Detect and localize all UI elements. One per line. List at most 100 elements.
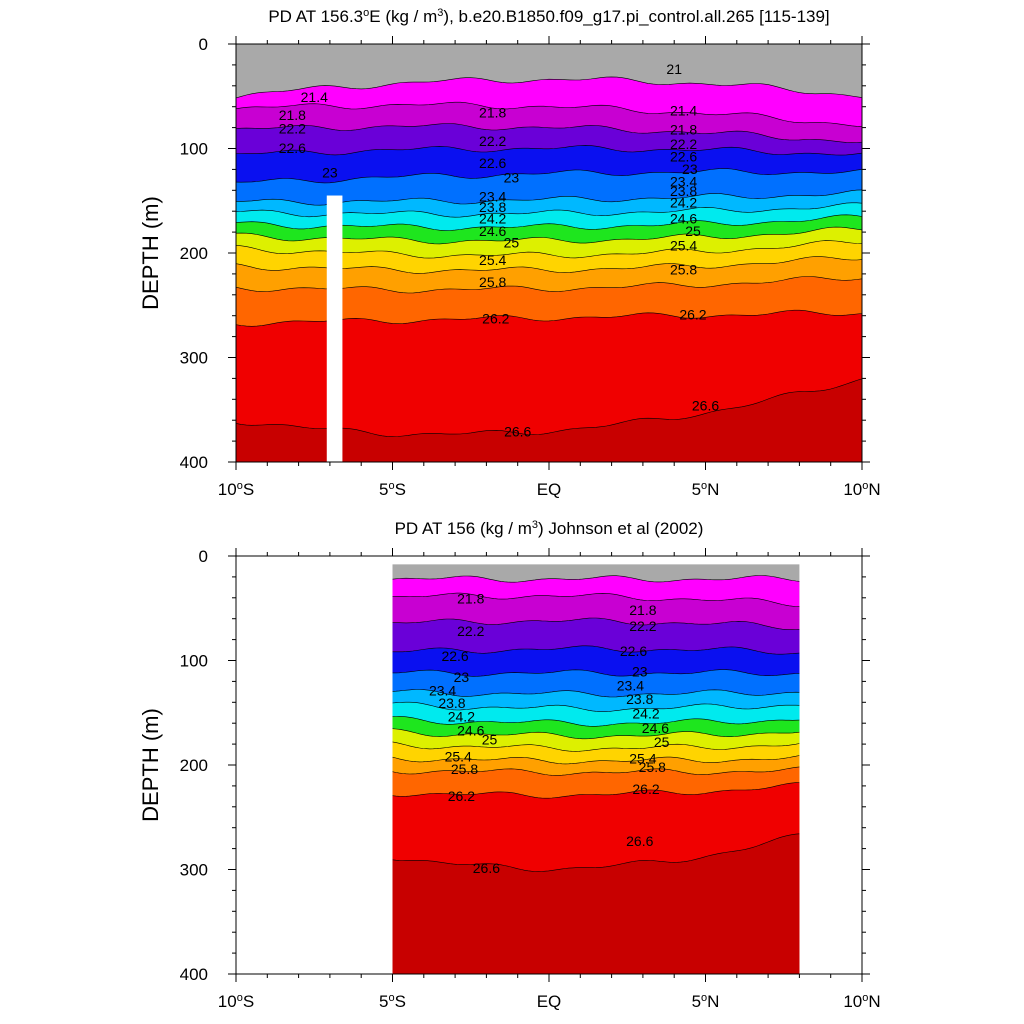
y-axis-label: DEPTH (m): [138, 708, 163, 822]
contour-label: 22.2: [670, 136, 697, 152]
y-tick-label: 100: [180, 652, 208, 671]
contour-label: 23: [682, 161, 698, 177]
density-field: 21.822.222.62323.423.824.224.62525.425.8…: [392, 564, 800, 974]
panel-model: PD AT 156.3oE (kg / m3), b.e20.B1850.f09…: [138, 7, 881, 499]
contour-label: 22.6: [479, 155, 506, 171]
x-tick-label: 5oS: [379, 992, 406, 1011]
x-tick-label: 5oN: [692, 992, 720, 1011]
missing-data: [326, 195, 343, 462]
contour-label: 24.2: [632, 706, 659, 722]
contour-label: 23.8: [670, 183, 697, 199]
x-tick-label: EQ: [537, 992, 562, 1011]
isopycnal-line: [392, 766, 800, 776]
contour-label: 22.2: [279, 120, 306, 136]
contour-label: 23: [632, 664, 648, 680]
isopycnal-line: [392, 755, 800, 765]
contour-label: 23.4: [429, 683, 456, 699]
y-tick-label: 0: [199, 547, 208, 566]
isopycnal-line: [392, 669, 800, 677]
contour-label: 23.8: [438, 695, 465, 711]
isopycnal-line: [236, 144, 862, 156]
contour-label: 25.8: [670, 261, 697, 277]
y-tick-label: 200: [180, 756, 208, 775]
isopycnal-line: [392, 645, 800, 655]
isopycnal-line: [236, 101, 862, 127]
isopycnal-line: [392, 741, 800, 752]
contour-label: 22.6: [279, 140, 306, 156]
isopycnal-line: [392, 782, 800, 799]
contour-label: 22.2: [457, 623, 484, 639]
contour-label: 26.6: [626, 833, 653, 849]
contour-label: 23.4: [479, 188, 506, 204]
contour-label: 22.2: [629, 618, 656, 634]
contour-label: 24.2: [448, 709, 475, 725]
isopycnal-line: [392, 575, 800, 583]
contour-label: 25: [504, 234, 520, 250]
contour-label: 22.2: [479, 133, 506, 149]
isopycnal-line: [236, 76, 862, 99]
y-tick-label: 0: [199, 35, 208, 54]
contour-label: 26.2: [679, 306, 706, 322]
contour-label: 21.8: [479, 105, 506, 121]
plot-area: 21.822.222.62323.423.824.224.62525.425.8…: [180, 547, 881, 1011]
contour-label: 22.6: [670, 149, 697, 165]
x-tick-label: 5oS: [379, 480, 406, 499]
contour-label: 25.4: [479, 252, 506, 268]
isopycnal-line: [392, 833, 800, 872]
chart-title-observations: PD AT 156 (kg / m3) Johnson et al (2002): [395, 519, 704, 538]
contour-label: 23: [454, 669, 470, 685]
x-tick-label: 10oN: [843, 480, 880, 499]
contour-label: 23.8: [479, 199, 506, 215]
contour-label: 22.6: [441, 648, 468, 664]
x-tick-label: 10oS: [218, 480, 254, 499]
contour-label: 25.4: [670, 237, 697, 253]
y-tick-label: 200: [180, 244, 208, 263]
y-tick-label: 400: [180, 453, 208, 472]
contour-label: 26.2: [632, 781, 659, 797]
isopycnal-line: [392, 701, 800, 712]
isopycnal-line: [236, 123, 862, 143]
contour-label: 26.6: [692, 397, 719, 413]
density-field: 21.421.822.222.62321.822.222.62323.423.8…: [236, 44, 862, 462]
x-tick-label: 10oN: [843, 992, 880, 1011]
contour-label: 24.2: [479, 210, 506, 226]
isopycnal-line: [392, 617, 800, 630]
contour-label: 25.4: [629, 750, 656, 766]
contour-label: 23: [322, 164, 338, 180]
contour-label: 26.6: [473, 860, 500, 876]
contour-label: 25.8: [451, 761, 478, 777]
isopycnal-line: [392, 592, 800, 607]
contour-label: 21.8: [279, 107, 306, 123]
contour-label: 25: [685, 223, 701, 239]
contour-label: 23.4: [670, 174, 697, 190]
chart-title-model: PD AT 156.3oE (kg / m3), b.e20.B1850.f09…: [268, 7, 829, 26]
contour-label: 23: [504, 170, 520, 186]
contour-label: 24.6: [479, 223, 506, 239]
density-band: [236, 378, 862, 462]
contour-label: 25: [654, 734, 670, 750]
plot-area: 21.421.822.222.62321.822.222.62323.423.8…: [180, 35, 881, 499]
y-tick-label: 300: [180, 861, 208, 880]
isopycnal-line: [392, 716, 800, 727]
contour-label: 21.4: [670, 103, 697, 119]
contour-label: 21.8: [670, 121, 697, 137]
contour-label: 26.2: [482, 311, 509, 327]
contour-label: 21.8: [457, 591, 484, 607]
isopycnal-line: [392, 689, 800, 698]
density-band: [392, 833, 800, 974]
y-tick-label: 400: [180, 965, 208, 984]
y-axis-label: DEPTH (m): [138, 196, 163, 310]
x-tick-label: EQ: [537, 480, 562, 499]
x-tick-label: 5oN: [692, 480, 720, 499]
contour-label: 26.2: [448, 788, 475, 804]
isopycnal-line: [236, 168, 862, 184]
contour-label: 21.8: [629, 602, 656, 618]
contour-label: 24.6: [642, 720, 669, 736]
contour-label: 22.6: [620, 643, 647, 659]
contour-label: 24.6: [670, 210, 697, 226]
y-tick-label: 300: [180, 349, 208, 368]
x-tick-label: 10oS: [218, 992, 254, 1011]
contour-label: 24.6: [457, 722, 484, 738]
contour-label: 25.8: [639, 759, 666, 775]
